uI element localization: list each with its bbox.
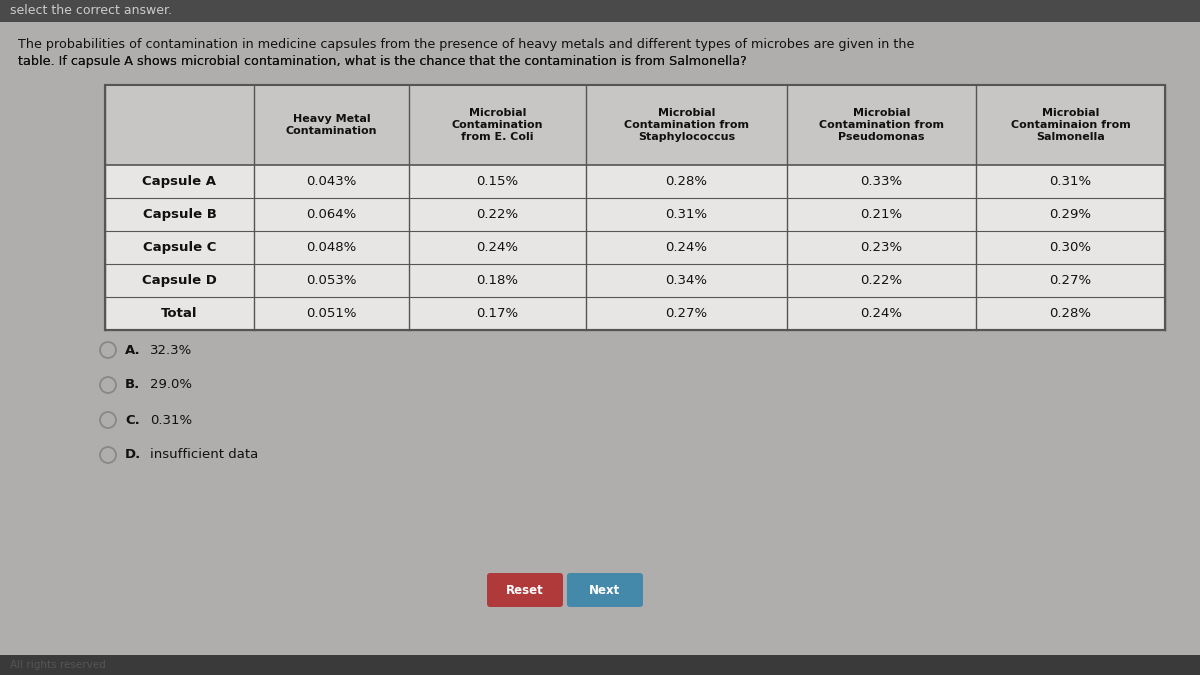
Text: 32.3%: 32.3%	[150, 344, 192, 356]
Text: Microbial
Contamination
from E. Coli: Microbial Contamination from E. Coli	[451, 109, 544, 142]
Text: 0.30%: 0.30%	[1050, 241, 1092, 254]
Text: 0.064%: 0.064%	[306, 208, 356, 221]
Text: 0.051%: 0.051%	[306, 307, 356, 320]
Text: B.: B.	[125, 379, 140, 391]
Text: Reset: Reset	[506, 583, 544, 597]
Text: 0.34%: 0.34%	[666, 274, 708, 287]
Text: select the correct answer.: select the correct answer.	[10, 5, 172, 18]
Text: 0.23%: 0.23%	[860, 241, 902, 254]
Text: C.: C.	[125, 414, 139, 427]
Text: insufficient data: insufficient data	[150, 448, 258, 462]
Text: 0.24%: 0.24%	[476, 241, 518, 254]
Bar	[106, 85, 1165, 165]
Text: All rights reserved: All rights reserved	[10, 660, 106, 670]
Bar	[0, 655, 1200, 675]
Text: 0.31%: 0.31%	[666, 208, 708, 221]
FancyBboxPatch shape	[568, 573, 643, 607]
Text: Microbial
Contamination from
Pseudomonas: Microbial Contamination from Pseudomonas	[818, 109, 944, 142]
Text: Microbial
Contaminaion from
Salmonella: Microbial Contaminaion from Salmonella	[1010, 109, 1130, 142]
Text: 0.043%: 0.043%	[306, 175, 356, 188]
Text: 0.24%: 0.24%	[860, 307, 902, 320]
Text: 0.33%: 0.33%	[860, 175, 902, 188]
Text: 0.24%: 0.24%	[666, 241, 708, 254]
Text: 0.22%: 0.22%	[860, 274, 902, 287]
Text: Capsule C: Capsule C	[143, 241, 216, 254]
Text: 0.31%: 0.31%	[1049, 175, 1092, 188]
Text: The probabilities of contamination in medicine capsules from the presence of hea: The probabilities of contamination in me…	[18, 38, 914, 51]
Text: Capsule A: Capsule A	[143, 175, 216, 188]
Bar	[106, 85, 1165, 330]
Text: 0.053%: 0.053%	[306, 274, 356, 287]
Text: Microbial
Contamination from
Staphylococcus: Microbial Contamination from Staphylococ…	[624, 109, 749, 142]
Bar	[106, 85, 1165, 330]
Text: Next: Next	[589, 583, 620, 597]
Text: 29.0%: 29.0%	[150, 379, 192, 391]
Bar	[0, 0, 1200, 22]
Text: table. If capsule A shows microbial contamination, what is the chance that the c: table. If capsule A shows microbial cont…	[18, 55, 746, 68]
Text: A.: A.	[125, 344, 140, 356]
Text: Total: Total	[161, 307, 198, 320]
Text: 0.28%: 0.28%	[666, 175, 708, 188]
FancyBboxPatch shape	[487, 573, 563, 607]
Text: 0.29%: 0.29%	[1050, 208, 1092, 221]
Text: 0.17%: 0.17%	[476, 307, 518, 320]
Text: 0.15%: 0.15%	[476, 175, 518, 188]
Text: 0.22%: 0.22%	[476, 208, 518, 221]
Text: 0.18%: 0.18%	[476, 274, 518, 287]
Text: 0.21%: 0.21%	[860, 208, 902, 221]
Text: Heavy Metal
Contamination: Heavy Metal Contamination	[286, 114, 377, 136]
Text: 0.27%: 0.27%	[1049, 274, 1092, 287]
Text: 0.31%: 0.31%	[150, 414, 192, 427]
Text: Capsule D: Capsule D	[142, 274, 217, 287]
Text: table. If capsule A shows microbial contamination, what is the chance that the c: table. If capsule A shows microbial cont…	[18, 55, 746, 68]
Text: 0.28%: 0.28%	[1050, 307, 1092, 320]
Text: 0.048%: 0.048%	[306, 241, 356, 254]
Text: D.: D.	[125, 448, 142, 462]
Text: 0.27%: 0.27%	[666, 307, 708, 320]
Text: Capsule B: Capsule B	[143, 208, 216, 221]
